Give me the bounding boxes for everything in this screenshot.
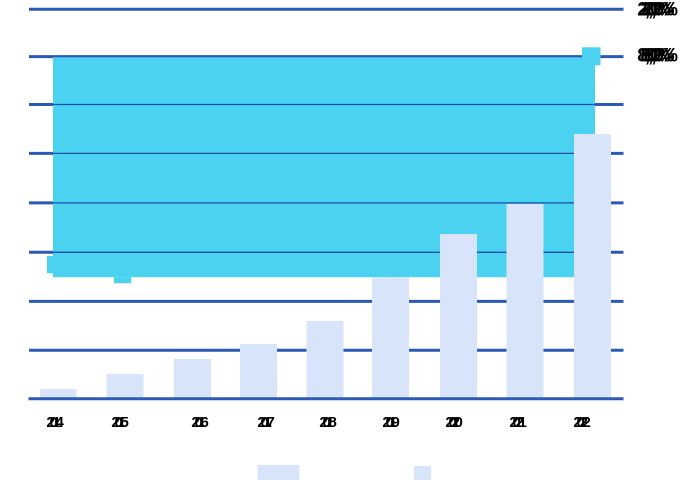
svg-text:2,0%: 2,0% — [637, 0, 671, 21]
svg-text:8,0%: 8,0% — [640, 46, 674, 67]
svg-text:2,0%: 2,0% — [644, 0, 678, 21]
svg-text:8,0%: 8,0% — [644, 46, 678, 67]
svg-text:8,0%: 8,0% — [637, 46, 671, 67]
svg-text:2,0%: 2,0% — [640, 0, 674, 21]
